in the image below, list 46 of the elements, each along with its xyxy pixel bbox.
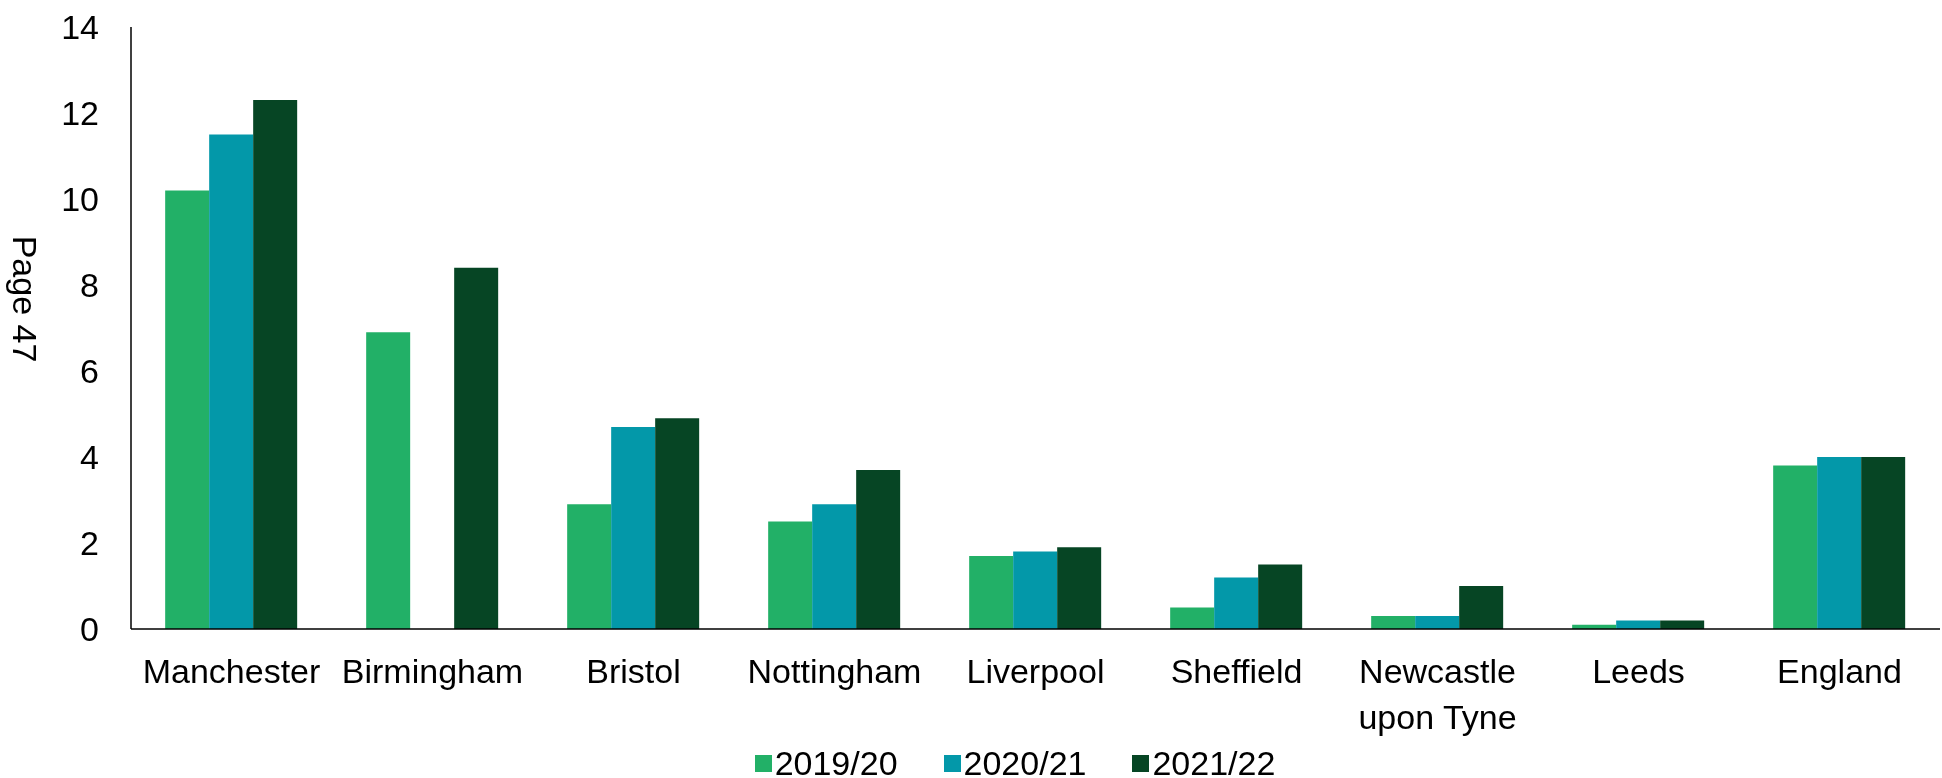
legend-label: 2021/22 bbox=[1152, 744, 1276, 778]
bar bbox=[1170, 607, 1215, 629]
bar bbox=[1214, 577, 1259, 629]
legend-label: 2020/21 bbox=[963, 744, 1087, 778]
bar bbox=[768, 521, 813, 629]
y-tick-label: 0 bbox=[80, 610, 99, 649]
bar bbox=[812, 504, 857, 629]
x-tick-label: Bristol bbox=[586, 652, 681, 690]
bar bbox=[1660, 620, 1705, 629]
y-tick-label: 6 bbox=[80, 352, 99, 391]
y-tick-label: 2 bbox=[80, 524, 99, 563]
bar bbox=[655, 418, 700, 629]
y-tick-label: 4 bbox=[80, 438, 99, 477]
y-tick-label: 12 bbox=[61, 94, 99, 133]
legend-label: 2019/20 bbox=[774, 744, 898, 778]
bar bbox=[366, 332, 411, 629]
bar bbox=[1013, 551, 1058, 629]
x-tick-label: Birmingham bbox=[341, 652, 524, 690]
x-tick-label: Leeds bbox=[1592, 652, 1685, 690]
bar bbox=[1616, 620, 1661, 629]
bar bbox=[454, 267, 499, 629]
x-tick-label: Nottingham bbox=[747, 652, 922, 690]
y-axis-title: Page 47 bbox=[6, 235, 44, 363]
x-tick-label: Manchester bbox=[142, 652, 321, 690]
x-tick-label: England bbox=[1777, 652, 1902, 690]
y-tick-label: 10 bbox=[61, 180, 99, 219]
bar bbox=[1773, 465, 1818, 629]
y-tick-label: 8 bbox=[80, 266, 99, 305]
y-tick-label: 14 bbox=[61, 8, 99, 47]
bar bbox=[165, 190, 210, 629]
bar bbox=[209, 134, 254, 629]
bar bbox=[856, 469, 901, 629]
bar bbox=[1415, 616, 1460, 629]
x-tick-label: Liverpool bbox=[966, 652, 1105, 690]
bar bbox=[1861, 457, 1906, 629]
bar bbox=[611, 426, 656, 629]
bar bbox=[567, 504, 612, 629]
bar bbox=[253, 100, 298, 629]
bar bbox=[1057, 547, 1102, 629]
x-tick-label: Newcastle upon Tyne bbox=[1358, 652, 1517, 736]
bar bbox=[969, 555, 1014, 629]
x-tick-label: Sheffield bbox=[1170, 652, 1303, 690]
bar bbox=[1817, 457, 1862, 629]
bar bbox=[1371, 616, 1416, 629]
bar bbox=[1459, 586, 1504, 629]
bar bbox=[1258, 564, 1303, 629]
